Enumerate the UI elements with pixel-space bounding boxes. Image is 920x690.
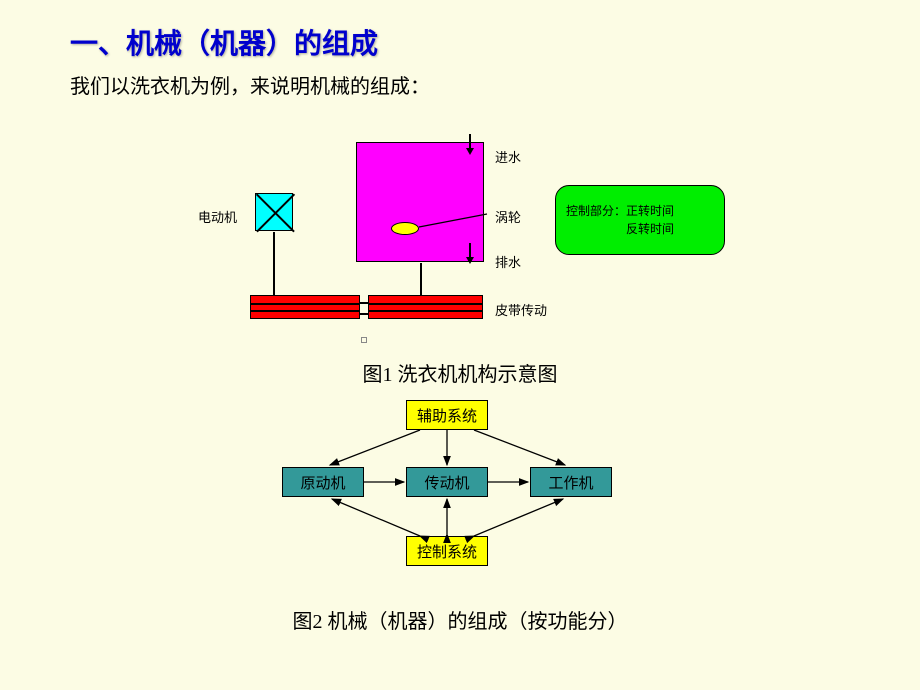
motor-shaft xyxy=(273,232,275,295)
node-work: 工作机 xyxy=(530,467,612,497)
page-title: 一、机械（机器）的组成 xyxy=(70,22,378,62)
water-out-arrow xyxy=(466,257,474,264)
water-in-arrow xyxy=(466,148,474,155)
motor-box xyxy=(255,193,293,231)
belt-connect-top xyxy=(360,302,368,304)
motor-label: 电动机 xyxy=(198,207,237,226)
tank-box xyxy=(356,142,484,262)
turbine-shape xyxy=(391,222,419,235)
belt-left xyxy=(250,295,360,319)
belt-connect-bot xyxy=(360,313,368,315)
fig1-caption: 图1 洗衣机机构示意图 xyxy=(0,358,920,387)
node-ctrl: 控制系统 xyxy=(406,536,488,566)
anchor-marker xyxy=(361,337,367,343)
tank-shaft xyxy=(420,263,422,295)
fig2-caption: 图2 机械（机器）的组成（按功能分） xyxy=(0,605,920,634)
belt-right xyxy=(368,295,483,319)
belt-label: 皮带传动 xyxy=(495,300,547,319)
turbine-label: 涡轮 xyxy=(495,207,521,226)
control-box: 控制部分：正转时间 反转时间 xyxy=(555,185,725,255)
fig2-arrows xyxy=(0,0,920,690)
node-aux: 辅助系统 xyxy=(406,400,488,430)
outlet-label: 排水 xyxy=(495,252,521,271)
node-trans: 传动机 xyxy=(406,467,488,497)
turbine-leader-line xyxy=(0,0,920,690)
control-line2: 反转时间 xyxy=(566,220,714,238)
inlet-label: 进水 xyxy=(495,147,521,166)
control-line1: 控制部分：正转时间 xyxy=(566,202,714,220)
node-prime: 原动机 xyxy=(282,467,364,497)
page-subtitle: 我们以洗衣机为例，来说明机械的组成： xyxy=(70,70,430,99)
